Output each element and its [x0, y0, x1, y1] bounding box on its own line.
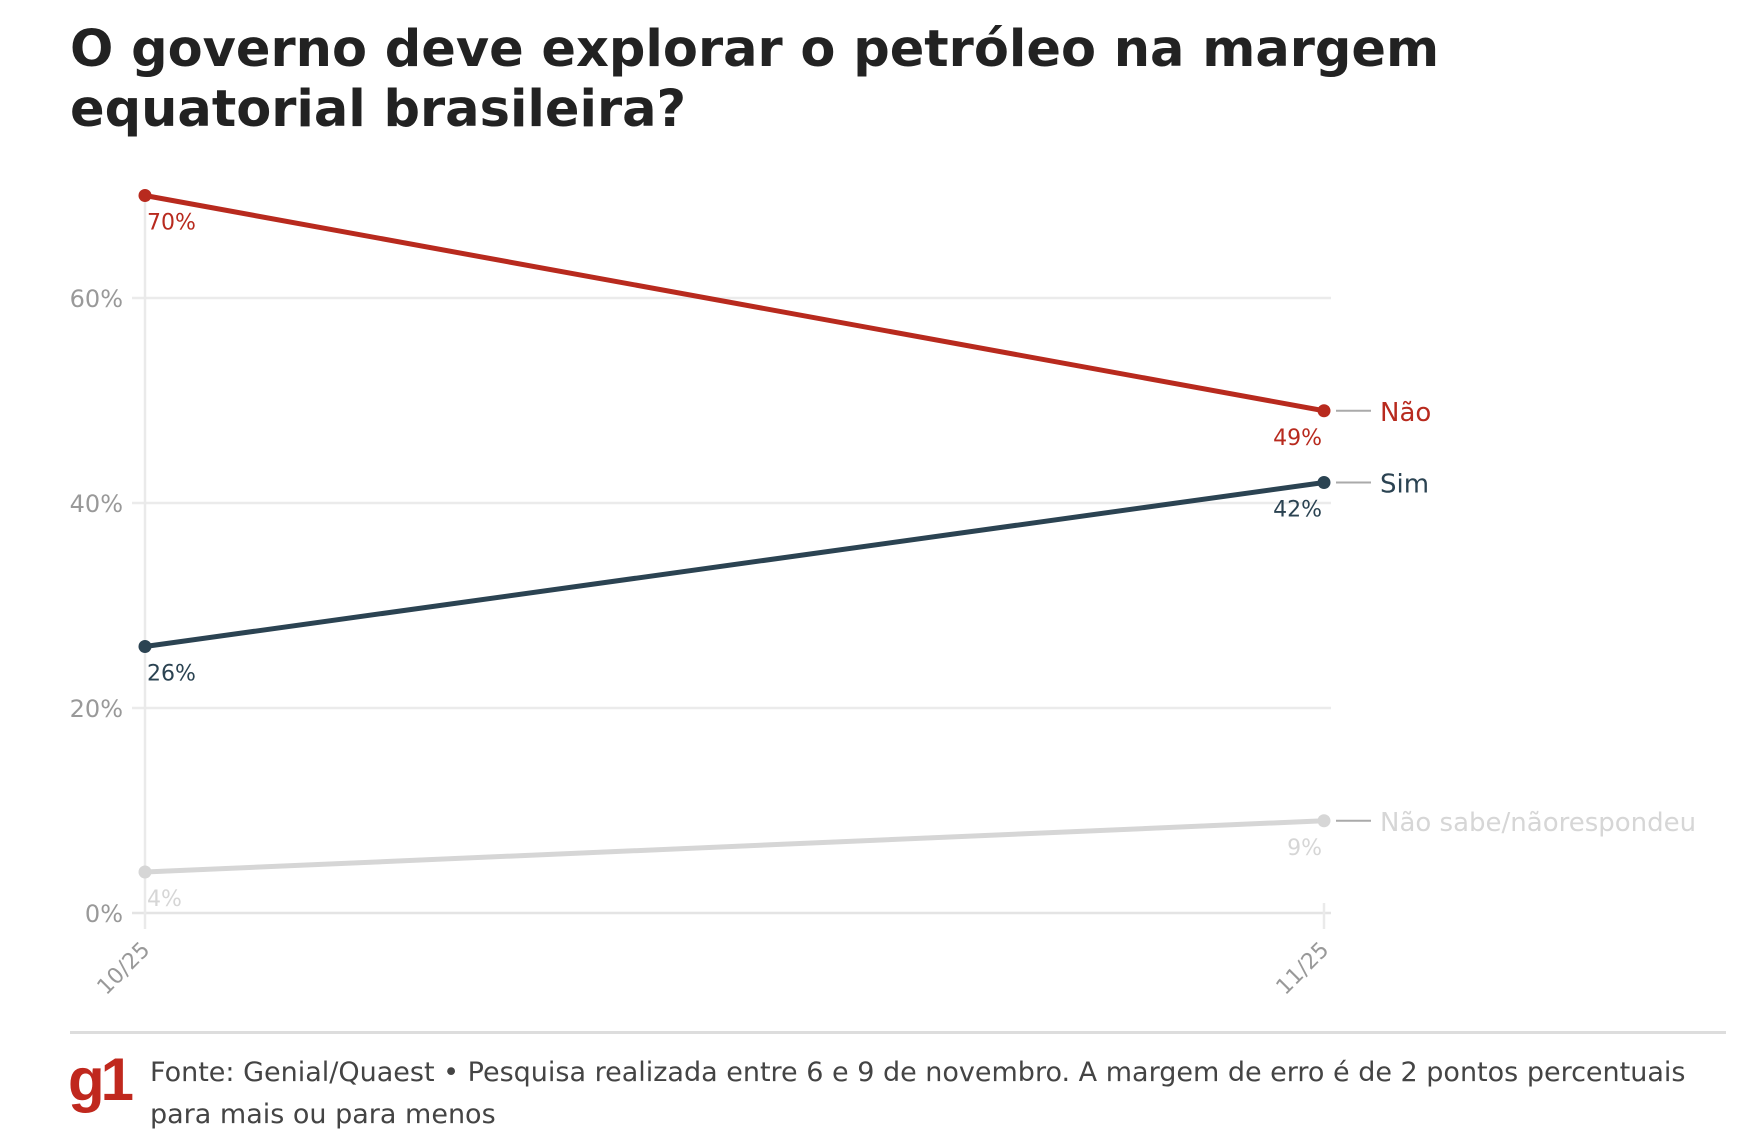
series-line-Sim: [144, 480, 1325, 649]
data-point: [1317, 476, 1331, 489]
chart-title: O governo deve explorar o petróleo na ma…: [70, 20, 1440, 139]
footer-divider: [70, 1031, 1726, 1034]
y-tick-label: 40%: [70, 490, 123, 518]
data-label: 42%: [1273, 498, 1322, 523]
g1-logo: g1: [68, 1046, 134, 1113]
data-label: 49%: [1273, 426, 1322, 451]
data-point: [138, 640, 152, 653]
series-label: Sim: [1380, 470, 1429, 500]
data-point: [1317, 814, 1331, 828]
data-label: 70%: [147, 211, 196, 236]
line-chart: 0% 20% 40% 60% 10/25 11/25 4% 9% Não sabe/nãores…: [70, 189, 1696, 1001]
data-label: 9%: [1287, 836, 1322, 861]
y-tick-label: 60%: [70, 285, 123, 313]
data-point: [138, 865, 152, 879]
y-tick-label: 0%: [85, 900, 123, 928]
data-point: [138, 189, 152, 202]
data-point: [1317, 404, 1331, 418]
series-line-Não sabe/nãorespondeu: [144, 818, 1325, 875]
series-label: Não: [1380, 398, 1431, 428]
series-label: Não sabe/nãorespondeu: [1380, 808, 1696, 838]
data-label: 26%: [147, 662, 196, 687]
source-note: Fonte: Genial/Quaest • Pesquisa realizad…: [150, 1057, 1686, 1130]
series-line-Não: [144, 193, 1325, 414]
y-tick-label: 20%: [70, 695, 123, 723]
data-label: 4%: [147, 887, 182, 912]
x-tick-label: 11/25: [1272, 938, 1335, 1001]
x-tick-label: 10/25: [93, 938, 156, 1001]
